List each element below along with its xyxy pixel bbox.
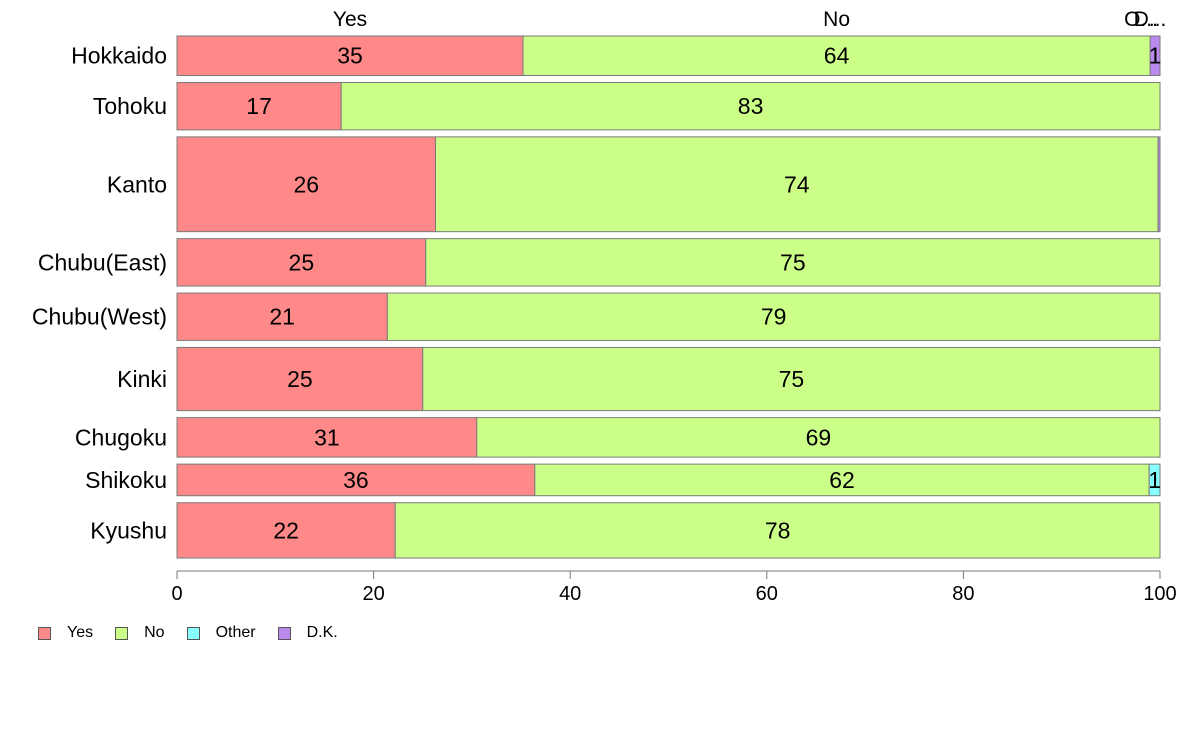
data-label-tohoku-no: 83 bbox=[738, 93, 764, 119]
bar-hokkaido-no bbox=[522, 35, 1151, 76]
category-label-chubu-west: Chubu(West) bbox=[32, 304, 167, 330]
legend-swatch-dk bbox=[277, 626, 291, 640]
bar-shikoku-yes bbox=[176, 463, 536, 497]
data-label-chugoku-no: 69 bbox=[806, 424, 832, 450]
x-tick-label-0: 0 bbox=[171, 583, 182, 605]
bar-kanto-no bbox=[435, 136, 1159, 233]
data-label-chubu-west-no: 79 bbox=[761, 304, 787, 330]
bar-kyushu-yes bbox=[176, 502, 396, 559]
data-label-hokkaido-no: 64 bbox=[824, 43, 850, 69]
data-label-hokkaido-yes: 35 bbox=[337, 43, 363, 69]
bar-kyushu-no bbox=[394, 502, 1161, 559]
bar-kanto-yes bbox=[176, 136, 437, 233]
legend-item-dk: D.K. bbox=[277, 624, 338, 642]
x-tick-label-40: 40 bbox=[559, 583, 581, 605]
top-label-yes: Yes bbox=[333, 8, 367, 31]
legend-item-other: Other bbox=[186, 624, 256, 642]
data-label-chubu-east-yes: 25 bbox=[289, 249, 315, 275]
legend: Yes No Other D.K. bbox=[38, 624, 360, 642]
data-label-kyushu-no: 78 bbox=[765, 517, 791, 543]
data-label-hokkaido-d-k: 1 bbox=[1149, 43, 1162, 69]
data-label-kanto-no: 74 bbox=[784, 171, 810, 197]
data-label-shikoku-no: 62 bbox=[829, 467, 855, 493]
bar-shikoku-other bbox=[1148, 463, 1161, 497]
bar-kanto-d-k bbox=[1157, 136, 1161, 233]
data-label-shikoku-other: 1 bbox=[1148, 467, 1161, 493]
category-label-kinki: Kinki bbox=[117, 366, 167, 392]
category-label-shikoku: Shikoku bbox=[85, 467, 167, 493]
top-label-no: No bbox=[823, 8, 850, 31]
bar-hokkaido-d-k bbox=[1149, 35, 1161, 76]
bar-chugoku-no bbox=[476, 417, 1161, 458]
category-labels-layer: Hokkaido Tohoku Kanto Chubu(East) Chubu(West… bbox=[32, 43, 167, 544]
data-label-chugoku-yes: 31 bbox=[314, 424, 340, 450]
legend-item-no: No bbox=[115, 624, 165, 642]
data-label-kanto-yes: 26 bbox=[293, 171, 319, 197]
top-label-d: D... bbox=[1134, 8, 1167, 31]
bar-kinki-yes bbox=[176, 346, 424, 412]
category-label-chugoku: Chugoku bbox=[75, 424, 167, 450]
category-label-hokkaido: Hokkaido bbox=[71, 43, 167, 69]
data-label-kinki-no: 75 bbox=[779, 366, 805, 392]
data-label-tohoku-yes: 17 bbox=[246, 93, 272, 119]
data-labels-layer: 35 64 1 17 83 26 74 25 75 21 79 25 75 31 69 36 62 1 22 78 bbox=[246, 43, 1161, 544]
legend-swatch-no bbox=[115, 626, 129, 640]
data-label-chubu-west-yes: 21 bbox=[269, 304, 295, 330]
legend-label-dk: D.K. bbox=[306, 624, 338, 641]
bar-chubu-east-yes bbox=[176, 238, 427, 287]
legend-label-yes: Yes bbox=[67, 624, 94, 641]
bar-chubu-east-no bbox=[425, 238, 1161, 287]
bar-tohoku-no bbox=[340, 81, 1161, 131]
legend-swatch-yes bbox=[38, 626, 51, 640]
category-label-kanto: Kanto bbox=[107, 171, 167, 197]
legend-item-yes: Yes bbox=[38, 624, 93, 642]
bar-chubu-west-yes bbox=[176, 292, 388, 341]
category-label-chubu-east: Chubu(East) bbox=[38, 249, 167, 275]
x-tick-label-60: 60 bbox=[756, 583, 778, 605]
bar-kinki-no bbox=[422, 346, 1161, 412]
bar-chubu-west-no bbox=[386, 292, 1161, 341]
x-tick-label-100: 100 bbox=[1143, 583, 1176, 605]
top-labels-layer: Yes No O...D... bbox=[333, 8, 1166, 31]
x-axis: 0 20 40 60 80 100 bbox=[171, 570, 1177, 605]
top-label-o: O... bbox=[1124, 8, 1158, 31]
x-tick-label-20: 20 bbox=[362, 583, 384, 605]
x-tick-label-80: 80 bbox=[952, 583, 974, 605]
category-label-kyushu: Kyushu bbox=[90, 517, 167, 543]
data-label-shikoku-yes: 36 bbox=[343, 467, 369, 493]
data-label-kinki-yes: 25 bbox=[287, 366, 313, 392]
bar-shikoku-no bbox=[534, 463, 1150, 497]
data-label-chubu-east-no: 75 bbox=[780, 249, 806, 275]
legend-label-other: Other bbox=[215, 624, 256, 641]
category-label-tohoku: Tohoku bbox=[93, 93, 167, 119]
bars-layer bbox=[176, 35, 1161, 559]
legend-label-no: No bbox=[144, 624, 165, 641]
bar-hokkaido-yes bbox=[176, 35, 524, 76]
legend-swatch-other bbox=[186, 626, 200, 640]
bar-chugoku-yes bbox=[176, 417, 478, 458]
data-label-kyushu-yes: 22 bbox=[273, 517, 299, 543]
